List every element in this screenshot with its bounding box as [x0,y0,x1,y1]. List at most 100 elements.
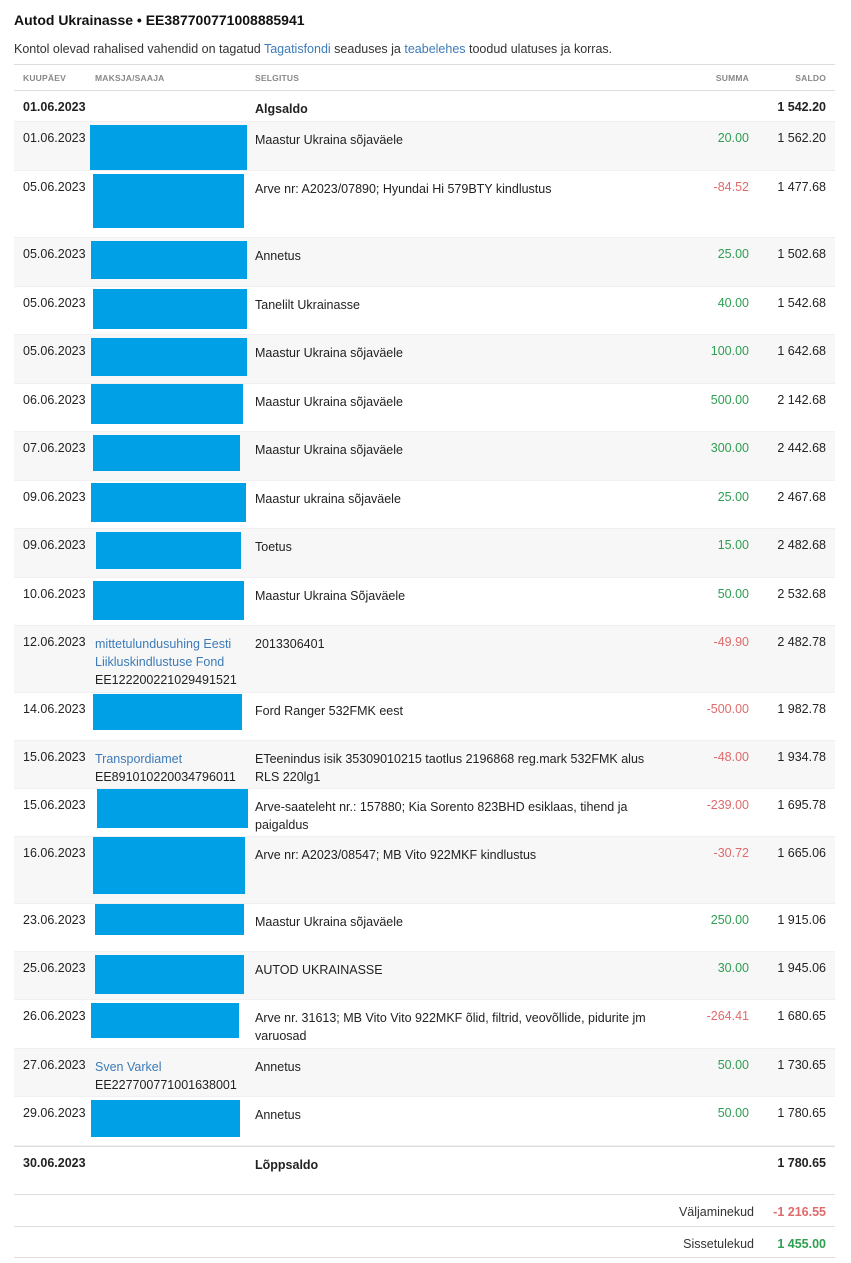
row-amount: -48.00 [713,750,749,764]
row-date: 05.06.2023 [23,296,86,310]
row-description: Ford Ranger 532FMK eest [255,704,403,718]
table-row: 05.06.2023 Maastur Ukraina sõjaväele 100.0… [14,335,835,384]
row-description: Maastur Ukraina sõjaväele [255,133,403,147]
table-row: 07.06.2023 Maastur Ukraina sõjaväele 300.0… [14,432,835,481]
row-amount: -49.90 [713,635,749,649]
payer-account: EE122200221029491521 [95,673,237,687]
row-date: 25.06.2023 [23,961,86,975]
notice-text: seaduses ja [330,42,405,56]
row-balance: 2 482.78 [777,635,826,649]
col-amount-header: SUMMA [715,73,749,83]
row-date: 12.06.2023 [23,635,86,649]
row-amount: 25.00 [717,247,749,261]
table-row: 10.06.2023 Maastur Ukraina Sõjaväele 50.00… [14,578,835,626]
row-balance: 1 502.68 [777,247,826,261]
row-amount: 250.00 [710,913,749,927]
table-row: 23.06.2023 Maastur Ukraina sõjaväele 250.0… [14,904,835,952]
row-amount: 40.00 [717,296,749,310]
row-amount: -239.00 [706,798,749,812]
row-date: 09.06.2023 [23,490,86,504]
redaction-block [91,483,246,522]
redaction-block [91,338,247,376]
col-payer-header: MAKSJA/SAAJA [95,73,165,83]
row-date: 07.06.2023 [23,441,86,455]
row-description: Annetus [255,1108,301,1122]
row-description: Arve-saateleht nr.: 157880; Kia Sorento … [255,800,628,832]
row-amount: 50.00 [717,1058,749,1072]
row-description: Algsaldo [255,102,308,116]
table-row: 26.06.2023 Arve nr. 31613; MB Vito Vito 9… [14,1000,835,1049]
table-row: 15.06.2023 Arve-saateleht nr.: 157880; Ki… [14,789,835,837]
row-description: ETeenindus isik 35309010215 taotlus 2196… [255,752,645,784]
row-balance: 1 542.20 [777,100,826,114]
row-date: 05.06.2023 [23,247,86,261]
row-date: 05.06.2023 [23,180,86,194]
row-date: 01.06.2023 [23,131,86,145]
redaction-block [91,1100,240,1137]
row-date: 01.06.2023 [23,100,86,114]
outgoing-label: Väljaminekud [678,1205,754,1219]
redaction-block [93,581,244,620]
row-balance: 1 665.06 [777,846,826,860]
row-payer: Sven Varkel EE227700771001638001 [95,1058,255,1094]
row-amount: 30.00 [717,961,749,975]
table-row: 14.06.2023 Ford Ranger 532FMK eest -500.00… [14,693,835,741]
redaction-block [90,125,247,170]
row-description: Maastur Ukraina sõjaväele [255,395,403,409]
table-row: 12.06.2023 mittetulundusuhing Eesti Liikl… [14,626,835,693]
row-description: 2013306401 [255,637,325,651]
info-sheet-link[interactable]: teabelehes [404,42,466,56]
row-balance: 1 915.06 [777,913,826,927]
redaction-block [96,532,241,569]
incoming-label: Sissetulekud [683,1237,754,1251]
row-amount: -30.72 [713,846,749,860]
row-date: 06.06.2023 [23,393,86,407]
table-row: 06.06.2023 Maastur Ukraina sõjaväele 500.0… [14,384,835,432]
notice-text: Kontol olevad rahalised vahendid on taga… [14,42,264,56]
table-row: 16.06.2023 Arve nr: A2023/08547; MB Vito … [14,837,835,904]
row-amount: 50.00 [717,1106,749,1120]
row-date: 26.06.2023 [23,1009,86,1023]
row-description: Arve nr. 31613; MB Vito Vito 922MKF õlid… [255,1011,646,1043]
col-desc-header: SELGITUS [255,73,300,83]
tagatisfond-link[interactable]: Tagatisfondi [263,42,331,56]
row-balance: 2 142.68 [777,393,826,407]
table-row: 29.06.2023 Annetus 50.00 1 780.65 [14,1097,835,1146]
table-row: 15.06.2023 Transpordiamet EE89101022003479… [14,741,835,789]
row-description: Maastur Ukraina sõjaväele [255,443,403,457]
outgoing-value: -1 216.55 [773,1205,826,1219]
payer-account: EE227700771001638001 [95,1078,237,1092]
row-date: 15.06.2023 [23,750,86,764]
redaction-block [91,384,243,424]
row-payer: Transpordiamet EE891010220034796011 [95,750,255,786]
row-amount: 15.00 [717,538,749,552]
payer-link[interactable]: mittetulundusuhing Eesti Liikluskindlust… [95,637,232,669]
row-date: 16.06.2023 [23,846,86,860]
incoming-value: 1 455.00 [777,1237,826,1251]
summary-outgoing: Väljaminekud -1 216.55 [14,1194,835,1226]
account-title: Autod Ukrainasse • EE387700771008885941 [14,12,305,28]
row-balance: 1 780.65 [777,1156,826,1170]
notice-text: toodud ulatuses ja korras. [465,42,613,56]
table-row: 01.06.2023 Maastur Ukraina sõjaväele 20.00… [14,122,835,171]
payer-link[interactable]: Sven Varkel [95,1060,162,1074]
payer-link[interactable]: Transpordiamet [95,752,183,766]
row-balance: 2 482.68 [777,538,826,552]
row-date: 15.06.2023 [23,798,86,812]
row-balance: 1 780.65 [777,1106,826,1120]
row-date: 27.06.2023 [23,1058,86,1072]
row-amount: 100.00 [710,344,749,358]
row-balance: 1 982.78 [777,702,826,716]
redaction-block [91,241,247,279]
col-date-header: KUUPÄEV [23,73,66,83]
redaction-block [93,289,247,329]
table-row: 09.06.2023 Maastur ukraina sõjaväele 25.00… [14,481,835,529]
table-row: 05.06.2023 Arve nr: A2023/07890; Hyundai … [14,171,835,238]
row-balance: 1 695.78 [777,798,826,812]
row-amount: -500.00 [706,702,749,716]
row-balance: 1 945.06 [777,961,826,975]
row-description: AUTOD UKRAINASSE [255,963,383,977]
row-description: Toetus [255,540,292,554]
row-balance: 1 477.68 [777,180,826,194]
row-date: 10.06.2023 [23,587,86,601]
